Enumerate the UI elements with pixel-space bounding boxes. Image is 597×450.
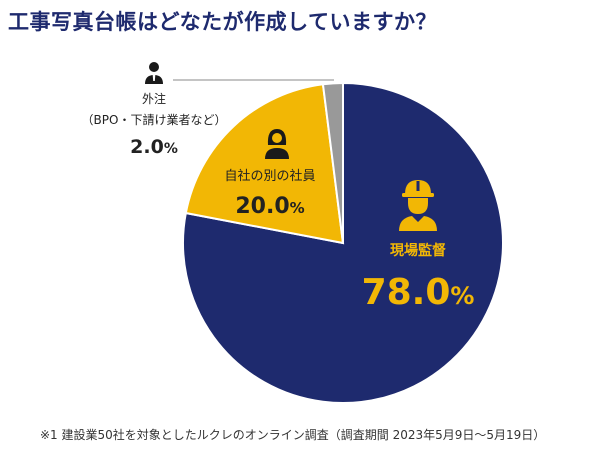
pie-slice-other-employee xyxy=(184,83,345,245)
other-employee-value-unit: % xyxy=(290,199,305,217)
outsource-value-unit: % xyxy=(164,141,178,157)
pie-slice-outsource xyxy=(321,81,344,244)
other-employee-value: 20.0% xyxy=(235,194,304,219)
female-employee-icon xyxy=(265,129,289,159)
other-employee-label: 自社の別の社員 xyxy=(224,168,315,184)
page-title: 工事写真台帳はどなたが作成していますか？ xyxy=(8,10,437,34)
outsource-label-line1: 外注 xyxy=(142,91,166,106)
slice-label-site-supervisor: 現場監督 78.0% xyxy=(362,180,475,313)
site-supervisor-value-unit: % xyxy=(450,282,474,310)
slice-label-other-employee: 自社の別の社員 20.0% xyxy=(224,129,316,219)
site-supervisor-value: 78.0% xyxy=(362,272,475,313)
hardhat-worker-icon xyxy=(399,180,437,231)
other-employee-value-number: 20.0 xyxy=(235,194,289,219)
outsource-value: 2.0% xyxy=(130,136,178,158)
footnote: ※1 建設業50社を対象としたルクレのオンライン調査（調査期間 2023年5月9… xyxy=(40,428,546,442)
pie-slice-site-supervisor xyxy=(182,81,504,404)
male-person-icon xyxy=(145,62,163,84)
site-supervisor-value-number: 78.0 xyxy=(362,272,451,313)
outsource-value-number: 2.0 xyxy=(130,136,164,158)
outsource-label-line2: （BPO・下請け業者など） xyxy=(82,113,227,127)
slice-label-outsource: 外注 （BPO・下請け業者など） 2.0% xyxy=(82,62,227,158)
site-supervisor-label: 現場監督 xyxy=(390,242,446,259)
